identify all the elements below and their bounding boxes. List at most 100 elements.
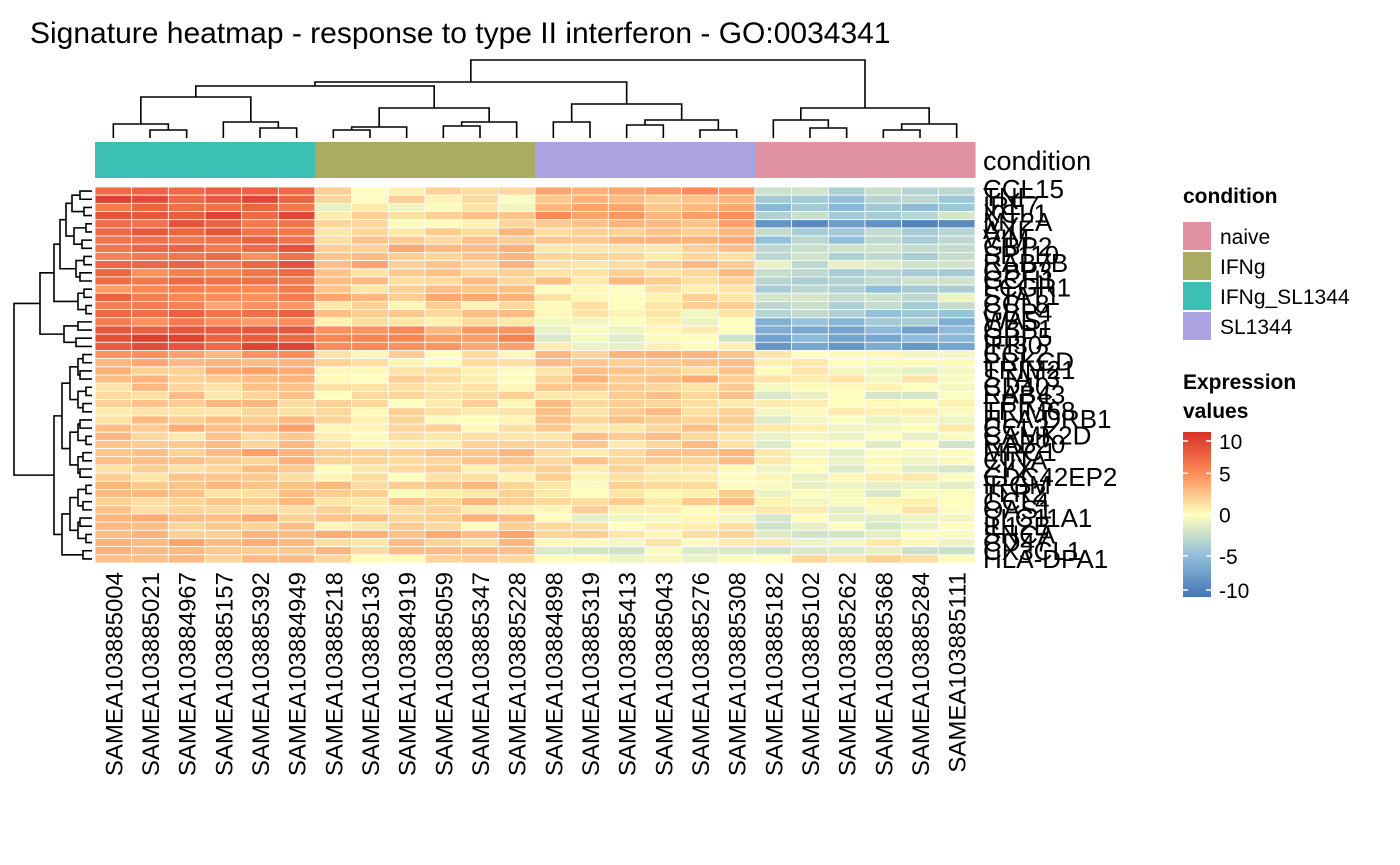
heatmap-cell [607,407,646,417]
dendrogram-branch [552,121,591,138]
heatmap-cell [681,546,719,556]
dendrogram-branch [79,517,92,528]
heatmap-cell [387,219,426,229]
heatmap-cell [937,202,976,212]
heatmap-cell [644,382,683,392]
heatmap-cell [571,415,609,425]
heatmap-cell [864,276,903,286]
heatmap-cell [277,546,316,556]
dendrogram-branch [79,190,92,201]
heatmap-cell [94,325,133,335]
row-label: GCH1 [983,264,1055,294]
heatmap-cell [424,521,463,531]
heatmap-cell [791,456,829,466]
heatmap-cell [791,529,829,539]
heatmap-cell [204,301,243,311]
legend-label: SL1344 [1220,316,1293,339]
heatmap-cell [94,186,133,196]
heatmap-cell [681,292,719,302]
heatmap-cell [131,194,169,204]
heatmap-cell [717,431,756,441]
heatmap-cell [387,284,426,294]
heatmap-cell [314,219,353,229]
heatmap-cell [351,276,389,286]
heatmap-cell [901,235,939,245]
heatmap-cell [131,235,169,245]
heatmap-cell [277,341,316,351]
heatmap-cell [717,390,756,400]
heatmap-cell [277,415,316,425]
heatmap-cell [314,529,353,539]
heatmap-cell [644,309,683,319]
legend-condition-title: condition [1183,185,1277,208]
heatmap-cell [607,333,646,343]
row-label: GBP1 [983,314,1052,344]
heatmap-cell [497,268,536,278]
heatmap-cell [387,439,426,449]
heatmap-cell [937,390,976,400]
legend-label: IFNg_SL1344 [1220,286,1350,309]
heatmap-cell [351,350,389,360]
heatmap-cell [94,521,133,531]
heatmap-cell [791,554,829,564]
heatmap-cell [681,415,719,425]
heatmap-cell [571,554,609,564]
heatmap-cell [864,260,903,270]
heatmap-cell [754,489,793,499]
heatmap-cell [571,374,609,384]
annotation-cell [95,142,133,178]
heatmap-cell [277,407,316,417]
heatmap-cell [937,194,976,204]
heatmap-cell [607,325,646,335]
heatmap-cell [827,390,866,400]
heatmap-cell [461,366,499,376]
annotation-cell [461,142,499,178]
heatmap-cell [131,407,169,417]
heatmap-cell [424,309,463,319]
row-label: CCL8 [983,289,1049,319]
heatmap-cell [901,480,939,490]
dendrogram-branch [77,390,86,409]
heatmap-cell [864,513,903,523]
heatmap-cell [717,554,756,564]
heatmap-cell [534,227,573,237]
column-label: SAMEA103884919 [395,572,422,776]
heatmap-cell [644,497,683,507]
heatmap-cell [461,309,499,319]
heatmap-cell [131,546,169,556]
heatmap-cell [717,407,756,417]
heatmap-cell [497,243,536,253]
heatmap-cell [717,243,756,253]
heatmap-cell [901,497,939,507]
heatmap-cell [754,505,793,515]
heatmap-cell [497,521,536,531]
column-label: SAMEA103885413 [615,572,642,776]
heatmap-cell [901,456,939,466]
heatmap-cell [131,513,169,523]
heatmap-cell [644,292,683,302]
heatmap-cell [167,382,206,392]
heatmap-cell [717,350,756,360]
heatmap-cell [937,456,976,466]
heatmap-cell [277,472,316,482]
heatmap-cell [571,317,609,327]
heatmap-cell [901,448,939,458]
heatmap-cell [644,554,683,564]
heatmap-cell [791,505,829,515]
heatmap-cell [937,186,976,196]
heatmap-cell [241,448,279,458]
heatmap-cell [754,546,793,556]
heatmap-cell [571,489,609,499]
annotation-cell [571,142,609,178]
heatmap-cell [937,301,976,311]
heatmap-cell [864,341,903,351]
heatmap-cell [424,301,463,311]
heatmap-cell [791,489,829,499]
heatmap-cell [681,366,719,376]
heatmap-cell [901,423,939,433]
heatmap-cell [314,358,353,368]
heatmap-cell [94,194,133,204]
dendrogram-branch [85,435,92,446]
row-label: ZYX [983,454,1034,484]
heatmap-cell [94,301,133,311]
